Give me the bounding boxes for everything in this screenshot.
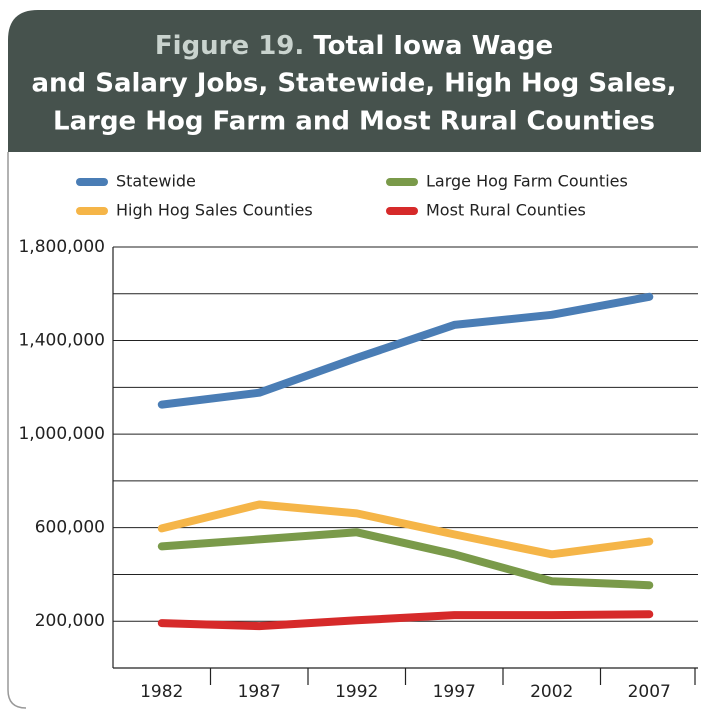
y-tick-label: 1,000,000 <box>18 424 105 444</box>
x-tick-label: 1987 <box>238 682 281 702</box>
header-background <box>8 10 701 711</box>
y-tick-label: 1,800,000 <box>18 237 105 257</box>
card-border <box>7 152 27 709</box>
title-line: and Salary Jobs, Statewide, High Hog Sal… <box>32 69 677 99</box>
legend-label: High Hog Sales Counties <box>116 201 313 220</box>
title-line: Large Hog Farm and Most Rural Counties <box>53 107 655 137</box>
title-line: Total Iowa Wage <box>313 31 553 61</box>
series-line <box>157 500 654 559</box>
x-tick-label: 1982 <box>140 682 183 702</box>
series-line <box>157 292 654 409</box>
series-line <box>157 528 654 590</box>
legend-label: Statewide <box>116 172 196 191</box>
x-tick-label: 1997 <box>433 682 476 702</box>
x-tick-label: 2002 <box>530 682 573 702</box>
chart-title: Figure 19. Total Iowa Wage <box>155 31 553 61</box>
y-tick-label: 1,400,000 <box>18 331 105 351</box>
series-line <box>157 610 654 631</box>
x-tick-label: 1992 <box>335 682 378 702</box>
y-tick-label: 600,000 <box>35 518 105 538</box>
legend-label: Large Hog Farm Counties <box>426 172 628 191</box>
figure-label: Figure 19. <box>155 31 304 61</box>
y-tick-label: 200,000 <box>35 611 105 631</box>
legend-label: Most Rural Counties <box>426 201 586 220</box>
x-tick-label: 2007 <box>628 682 671 702</box>
